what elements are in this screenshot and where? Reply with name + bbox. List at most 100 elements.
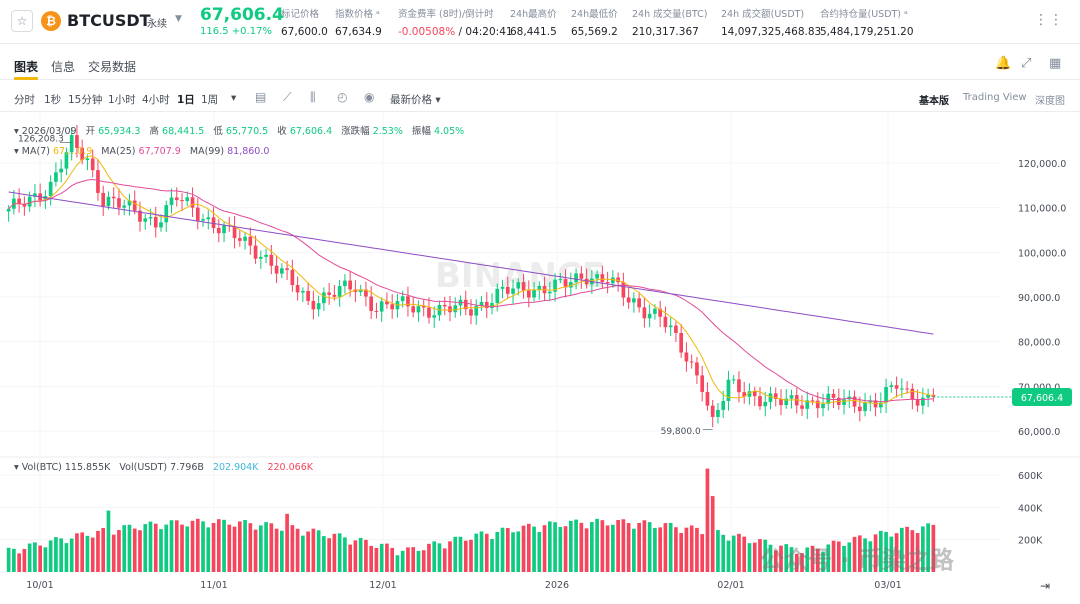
- volume-bar: [33, 542, 37, 572]
- volume-bar: [38, 545, 42, 572]
- candle-body: [222, 225, 226, 234]
- volume-bar: [752, 542, 757, 572]
- candle-body: [358, 289, 363, 292]
- candle-body: [479, 301, 484, 306]
- timeframe-1h[interactable]: 1小时: [108, 94, 136, 106]
- candle-body: [490, 303, 494, 308]
- candle-body: [831, 393, 836, 398]
- tab-info[interactable]: 信息: [51, 60, 76, 74]
- settings-icon[interactable]: ◴: [337, 90, 348, 104]
- symbol-dropdown-icon[interactable]: ▼: [175, 14, 182, 24]
- candle-body: [705, 391, 710, 406]
- timeframe-15m[interactable]: 15分钟: [68, 94, 103, 106]
- candle-body: [805, 400, 810, 409]
- last-price: 67,606.4: [200, 5, 284, 25]
- candle-body: [295, 285, 300, 293]
- stat-index-price[interactable]: 指数价格 ᵃ 67,634.9: [335, 9, 382, 38]
- layout-grid-icon[interactable]: ▦: [1049, 56, 1062, 71]
- candle-body: [878, 402, 883, 408]
- volume-bar: [195, 518, 200, 572]
- volume-bar: [27, 543, 32, 572]
- favorite-star-icon[interactable]: ☆: [11, 10, 33, 32]
- candle-body: [553, 279, 557, 292]
- view-tradingview[interactable]: Trading View: [963, 92, 1027, 103]
- indicators-icon[interactable]: ⫼: [310, 90, 316, 104]
- replay-icon[interactable]: ◉: [364, 90, 375, 104]
- tab-chart[interactable]: 图表: [14, 60, 39, 74]
- btc-coin-icon: ₿: [41, 11, 61, 31]
- chart-type-icon[interactable]: ▤: [255, 90, 267, 104]
- more-icon[interactable]: ⋮⋮: [1034, 12, 1064, 28]
- volume-bar: [75, 533, 79, 572]
- candle-body: [379, 301, 384, 312]
- candle-body: [174, 197, 179, 201]
- volume-bar: [143, 524, 148, 572]
- candle-body: [563, 279, 568, 288]
- volume-bar: [653, 527, 657, 572]
- binance-watermark: BINANCE: [435, 256, 605, 296]
- volume-bar: [905, 526, 909, 572]
- timeframe-more-chevron-down-icon[interactable]: ▾: [231, 92, 237, 104]
- volume-bar: [458, 536, 463, 572]
- collapse-chevron-icon[interactable]: ▾: [14, 146, 22, 157]
- view-basic[interactable]: 基本版: [919, 96, 949, 107]
- timeframe-time[interactable]: 分时: [14, 94, 35, 106]
- tab-trading-data[interactable]: 交易数据: [88, 60, 137, 74]
- view-depth[interactable]: 深度图: [1035, 96, 1065, 107]
- volume-bar: [726, 540, 731, 572]
- volume-bar: [374, 547, 379, 572]
- volume-bar: [453, 536, 458, 572]
- candle-body: [211, 217, 216, 228]
- collapse-chevron-icon[interactable]: ▾: [14, 126, 22, 137]
- candle-body: [64, 152, 69, 169]
- symbol-name[interactable]: BTCUSDT: [67, 11, 151, 30]
- candle-body: [153, 216, 158, 228]
- volume-bar: [353, 540, 358, 572]
- volume-bar: [831, 540, 836, 572]
- price-axis-label: 60,000.0: [1018, 427, 1060, 438]
- volume-bar: [111, 534, 116, 572]
- candle-body: [416, 306, 421, 313]
- timeframe-1w[interactable]: 1周: [201, 94, 219, 106]
- stat-24h-high: 24h最高价 68,441.5: [510, 9, 557, 38]
- candle-body: [500, 286, 505, 289]
- price-source-select[interactable]: 最新价格 ▾: [390, 94, 441, 106]
- timeframe-4h[interactable]: 4小时: [142, 94, 170, 106]
- volume-bar: [847, 542, 852, 572]
- alert-bell-icon[interactable]: 🔔: [995, 56, 1012, 71]
- volume-bar: [248, 523, 253, 572]
- kline-chart[interactable]: BINANCE 120,000.0 110,000.0 100,000.0 90,00…: [0, 112, 1080, 604]
- candle-body: [752, 391, 757, 397]
- volume-bar: [185, 526, 190, 572]
- price-axis-label: 90,000.0: [1018, 293, 1060, 304]
- volume-bar: [390, 547, 395, 572]
- stat-open-interest[interactable]: 合约持仓量(USDT) ᵃ 5,484,179,251.20: [820, 9, 914, 38]
- candle-body: [463, 299, 468, 310]
- scroll-to-latest-icon[interactable]: ⇥: [1040, 579, 1050, 593]
- candle-body: [216, 227, 221, 234]
- collapse-chevron-icon[interactable]: ▾: [14, 462, 22, 473]
- candle-body: [117, 198, 121, 208]
- candle-body: [75, 135, 79, 148]
- candle-body: [17, 198, 21, 204]
- candle-body: [721, 401, 726, 410]
- candle-body: [674, 325, 678, 333]
- volume-bar: [6, 547, 11, 572]
- candle-body: [632, 298, 636, 303]
- volume-bar: [794, 553, 799, 572]
- expand-icon[interactable]: ⤢: [1021, 56, 1032, 71]
- volume-bar: [148, 521, 153, 572]
- volume-bar: [264, 522, 268, 572]
- timeframe-1d[interactable]: 1日: [177, 94, 195, 106]
- drawing-tools-icon[interactable]: ⟋: [283, 90, 292, 104]
- candle-body: [411, 306, 416, 313]
- timeframe-1s[interactable]: 1秒: [44, 94, 62, 106]
- volume-bar: [584, 528, 589, 572]
- volume-bar: [563, 526, 568, 572]
- candle-body: [900, 388, 904, 390]
- price-axis-label: 100,000.0: [1018, 248, 1066, 259]
- volume-bar: [663, 523, 668, 572]
- candle-body: [269, 254, 274, 266]
- volume-bar: [337, 533, 342, 572]
- volume-bar: [821, 551, 825, 572]
